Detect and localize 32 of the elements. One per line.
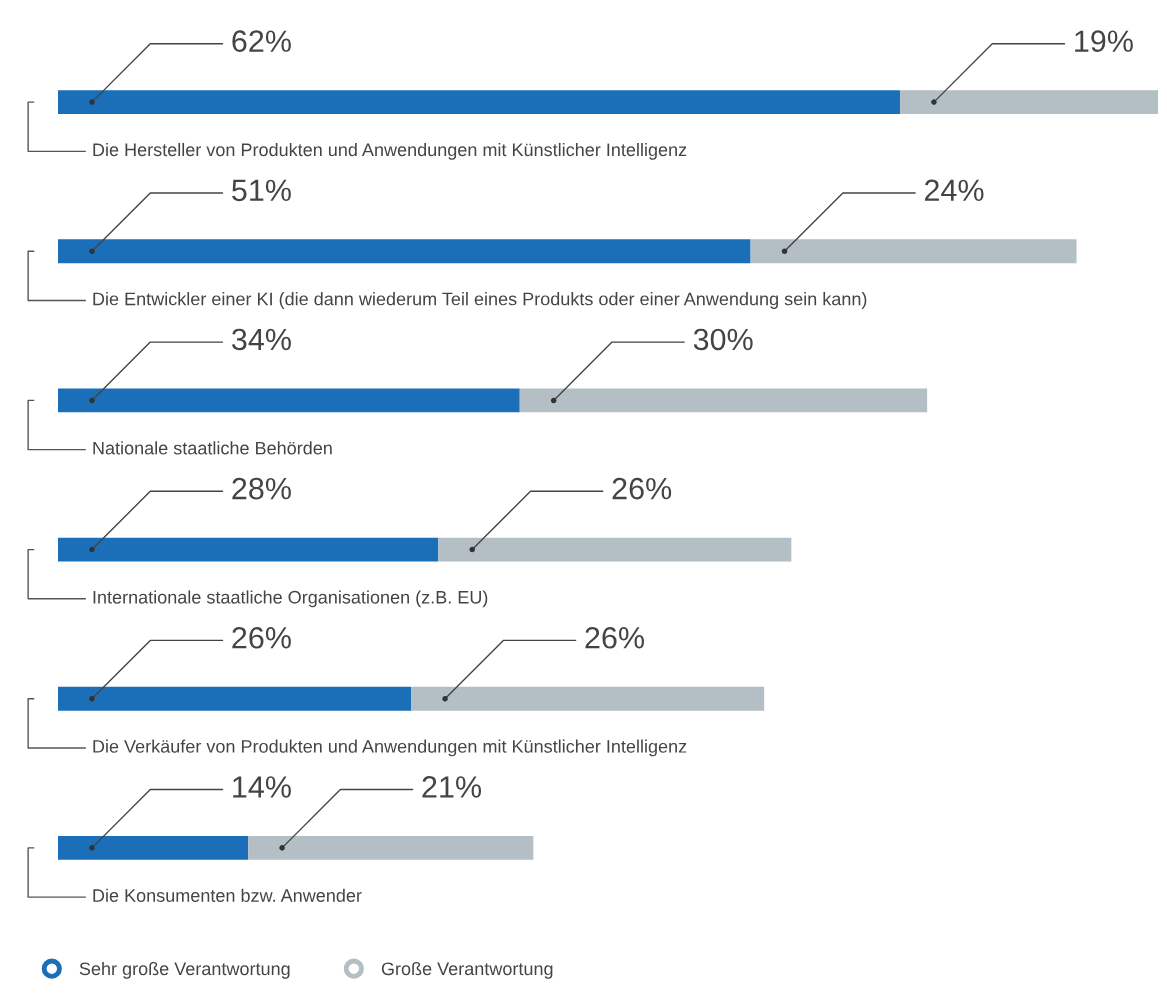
bar xyxy=(248,835,534,860)
bar xyxy=(438,537,792,562)
data-label: 19% xyxy=(1075,30,1133,52)
y-tick-label: Die Entwickler einer KI (die dann wiederum Teil eines Produkts oder einer Anwendung sein kann) xyxy=(93,292,867,309)
data-label: 28% xyxy=(232,477,291,500)
data-label: 14% xyxy=(233,776,291,798)
data-label: 26% xyxy=(232,626,291,649)
bar xyxy=(750,239,1077,264)
data-label: 26% xyxy=(612,477,672,500)
bar xyxy=(58,90,900,115)
y-tick-label: Internationale staatliche Organisationen (z.B. EU) xyxy=(93,590,488,608)
data-label: 51% xyxy=(232,179,291,202)
legend-label: Sehr große Verantwortung xyxy=(79,961,290,979)
data-label: 24% xyxy=(924,179,984,202)
data-label: 34% xyxy=(232,328,291,351)
bar xyxy=(519,388,928,413)
y-tick-label: Nationale staatliche Behörden xyxy=(93,441,332,455)
bar xyxy=(899,90,1158,115)
bar xyxy=(411,686,765,711)
legend-label: Große Verantwortung xyxy=(381,961,553,979)
data-label: 62% xyxy=(232,30,291,52)
bar xyxy=(58,835,249,860)
data-label: 21% xyxy=(422,776,482,798)
data-label: 26% xyxy=(585,626,644,649)
data-label: 30% xyxy=(693,328,753,351)
y-tick-label: Die Verkäufer von Produkten und Anwendungen mit Künstlicher Intelligenz xyxy=(93,739,687,757)
bar xyxy=(58,537,439,562)
y-tick-label: Die Konsumenten bzw. Anwender xyxy=(93,888,362,902)
y-tick-label: Die Hersteller von Produkten und Anwendungen mit Künstlicher Intelligenz xyxy=(93,142,687,160)
bar xyxy=(58,239,751,264)
bar xyxy=(58,388,520,413)
bar xyxy=(58,686,412,711)
